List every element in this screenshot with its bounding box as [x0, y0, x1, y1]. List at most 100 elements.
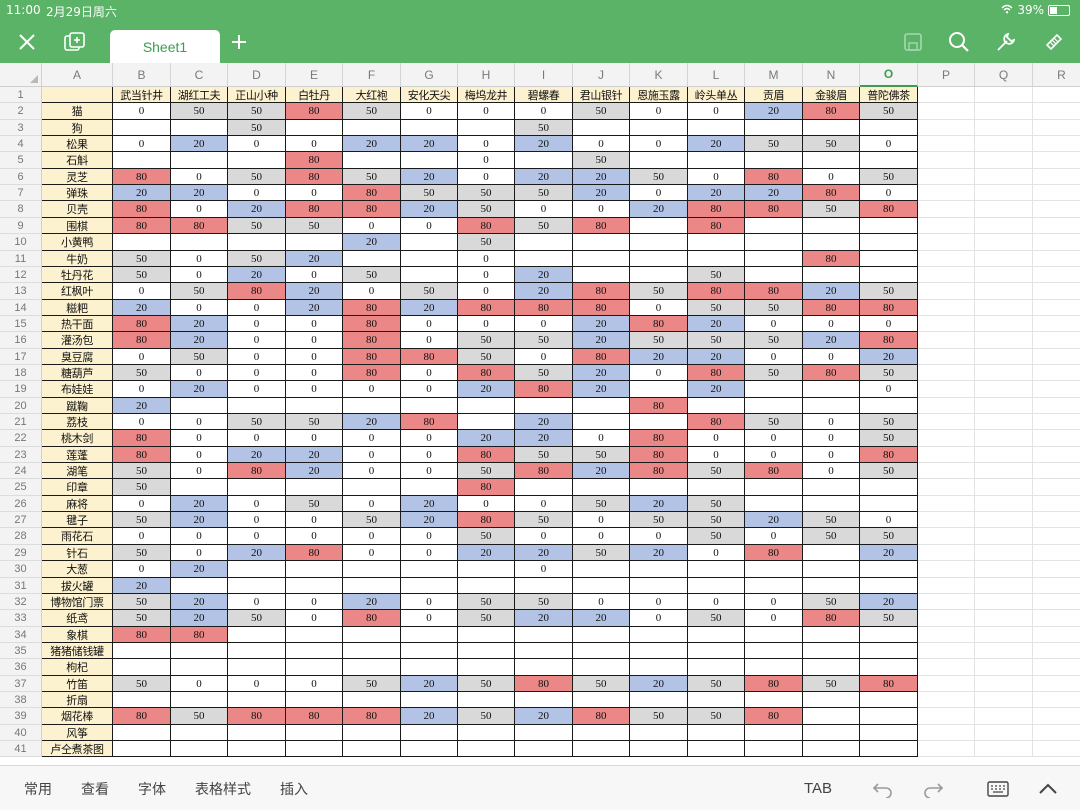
table-cell[interactable]: 20 — [343, 136, 401, 152]
empty-cell[interactable] — [975, 234, 1033, 251]
table-cell[interactable]: 0 — [573, 512, 630, 528]
empty-cell[interactable] — [1033, 169, 1080, 185]
table-cell[interactable]: 0 — [401, 332, 458, 349]
table-cell[interactable]: 80 — [630, 430, 688, 447]
tea-header-cell[interactable]: 正山小种 — [228, 87, 286, 103]
label-cell[interactable] — [42, 87, 113, 103]
item-label-cell[interactable]: 象棋 — [42, 627, 113, 643]
table-cell[interactable]: 0 — [343, 283, 401, 300]
empty-cell[interactable] — [1033, 545, 1080, 561]
table-cell[interactable]: 50 — [860, 169, 918, 185]
table-cell[interactable]: 0 — [630, 594, 688, 610]
table-cell[interactable]: 50 — [573, 103, 630, 120]
table-cell[interactable] — [860, 120, 918, 136]
table-cell[interactable]: 20 — [228, 447, 286, 463]
table-cell[interactable]: 50 — [688, 496, 745, 512]
tea-header-cell[interactable]: 普陀佛茶 — [860, 87, 918, 103]
table-cell[interactable]: 80 — [343, 185, 401, 201]
table-cell[interactable]: 20 — [515, 136, 573, 152]
table-cell[interactable] — [688, 627, 745, 643]
table-cell[interactable] — [745, 120, 803, 136]
column-header-h[interactable]: H — [458, 63, 515, 87]
table-cell[interactable]: 80 — [286, 169, 343, 185]
table-cell[interactable]: 0 — [401, 218, 458, 234]
table-cell[interactable]: 20 — [171, 512, 228, 528]
table-cell[interactable] — [113, 152, 171, 169]
item-label-cell[interactable]: 猪猪储钱罐 — [42, 643, 113, 659]
table-cell[interactable] — [171, 725, 228, 741]
table-cell[interactable]: 80 — [343, 349, 401, 365]
empty-cell[interactable] — [1033, 725, 1080, 741]
column-header-f[interactable]: F — [343, 63, 401, 87]
table-cell[interactable]: 80 — [286, 545, 343, 561]
table-cell[interactable]: 0 — [343, 381, 401, 398]
table-cell[interactable]: 50 — [458, 185, 515, 201]
item-label-cell[interactable]: 牛奶 — [42, 251, 113, 267]
table-cell[interactable]: 20 — [573, 365, 630, 381]
table-cell[interactable] — [515, 725, 573, 741]
table-cell[interactable] — [803, 561, 860, 578]
row-header[interactable]: 27 — [0, 512, 42, 528]
table-cell[interactable]: 80 — [458, 218, 515, 234]
table-cell[interactable] — [860, 659, 918, 676]
table-cell[interactable]: 0 — [401, 316, 458, 332]
item-label-cell[interactable]: 湖笔 — [42, 463, 113, 479]
tea-header-cell[interactable]: 岭头单丛 — [688, 87, 745, 103]
table-cell[interactable] — [286, 627, 343, 643]
table-cell[interactable]: 0 — [343, 447, 401, 463]
empty-cell[interactable] — [975, 561, 1033, 578]
table-cell[interactable]: 20 — [860, 545, 918, 561]
table-cell[interactable]: 20 — [113, 300, 171, 316]
table-cell[interactable]: 0 — [228, 594, 286, 610]
row-header[interactable]: 15 — [0, 316, 42, 332]
table-cell[interactable] — [630, 627, 688, 643]
table-cell[interactable]: 0 — [630, 185, 688, 201]
empty-cell[interactable] — [975, 463, 1033, 479]
table-cell[interactable]: 20 — [401, 496, 458, 512]
table-cell[interactable] — [401, 627, 458, 643]
item-label-cell[interactable]: 猫 — [42, 103, 113, 120]
table-cell[interactable]: 0 — [688, 169, 745, 185]
table-cell[interactable]: 0 — [401, 381, 458, 398]
column-header-k[interactable]: K — [630, 63, 688, 87]
table-cell[interactable]: 50 — [228, 414, 286, 430]
row-header[interactable]: 29 — [0, 545, 42, 561]
table-cell[interactable]: 50 — [515, 120, 573, 136]
table-cell[interactable]: 0 — [401, 365, 458, 381]
table-cell[interactable]: 50 — [745, 414, 803, 430]
row-header[interactable]: 25 — [0, 479, 42, 496]
table-cell[interactable] — [401, 234, 458, 251]
table-cell[interactable]: 0 — [458, 283, 515, 300]
empty-cell[interactable] — [975, 169, 1033, 185]
table-cell[interactable] — [343, 741, 401, 757]
table-cell[interactable] — [860, 708, 918, 725]
table-cell[interactable]: 0 — [458, 103, 515, 120]
table-cell[interactable] — [515, 741, 573, 757]
table-cell[interactable]: 80 — [286, 708, 343, 725]
table-cell[interactable]: 20 — [515, 414, 573, 430]
table-cell[interactable]: 80 — [688, 218, 745, 234]
row-header[interactable]: 8 — [0, 201, 42, 218]
table-cell[interactable] — [860, 398, 918, 414]
table-cell[interactable] — [745, 251, 803, 267]
empty-cell[interactable] — [1033, 610, 1080, 627]
table-cell[interactable] — [803, 643, 860, 659]
table-cell[interactable] — [228, 234, 286, 251]
empty-cell[interactable] — [918, 708, 975, 725]
table-cell[interactable]: 0 — [228, 365, 286, 381]
table-cell[interactable] — [860, 561, 918, 578]
table-cell[interactable]: 80 — [286, 152, 343, 169]
table-cell[interactable]: 0 — [515, 201, 573, 218]
select-all-corner[interactable] — [0, 63, 42, 87]
empty-cell[interactable] — [918, 561, 975, 578]
table-cell[interactable] — [803, 479, 860, 496]
row-header[interactable]: 16 — [0, 332, 42, 349]
table-cell[interactable] — [401, 578, 458, 594]
table-cell[interactable] — [171, 120, 228, 136]
row-header[interactable]: 41 — [0, 741, 42, 757]
table-cell[interactable] — [573, 234, 630, 251]
item-label-cell[interactable]: 卢仝煮茶图 — [42, 741, 113, 757]
table-cell[interactable] — [573, 725, 630, 741]
table-cell[interactable]: 50 — [630, 512, 688, 528]
table-cell[interactable]: 80 — [860, 332, 918, 349]
